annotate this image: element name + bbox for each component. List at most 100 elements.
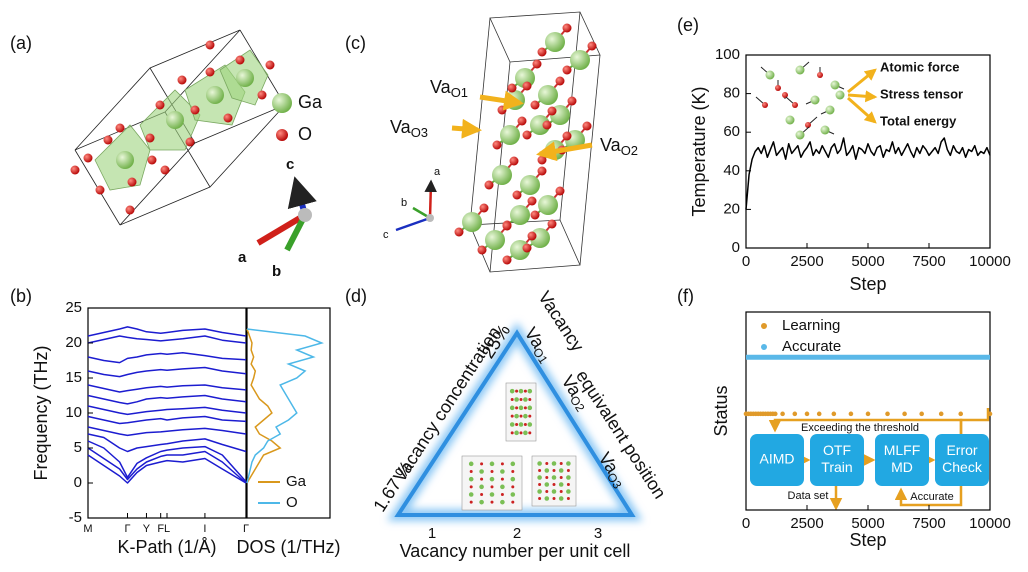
o-atom	[519, 398, 523, 401]
line-series	[87, 335, 247, 344]
ga-atom	[510, 476, 516, 482]
bottom-title: Vacancy number per unit cell	[400, 541, 631, 561]
ga-atom	[509, 388, 515, 394]
vacancy-sub: O2	[621, 143, 638, 158]
o-atom	[542, 120, 552, 130]
x-tick-label: 0	[742, 515, 750, 532]
o-atom	[492, 140, 502, 150]
o-atom	[817, 72, 823, 78]
flow-box-label: Check	[942, 459, 983, 475]
o-atom	[805, 122, 811, 128]
ga-atom	[551, 461, 557, 466]
flow-box	[875, 434, 929, 486]
o-atom	[517, 116, 527, 126]
ga-atom	[514, 430, 519, 436]
x-tick-label: 7500	[912, 253, 945, 270]
ga-atom	[820, 125, 830, 135]
legend-swatch	[761, 323, 767, 329]
o-atom	[545, 476, 549, 479]
o-atom	[500, 462, 504, 466]
o-atom	[490, 500, 494, 504]
ga-atom	[765, 70, 775, 80]
ga-atom	[538, 195, 558, 215]
learning-point	[902, 411, 907, 417]
o-atom	[527, 231, 537, 241]
ga-atom	[558, 468, 564, 473]
ga-atom	[468, 492, 474, 497]
o-atom	[510, 414, 514, 418]
learning-point	[772, 411, 778, 417]
ga-atom	[566, 475, 571, 480]
o-atom	[528, 431, 532, 435]
oxygen-atom	[145, 133, 155, 143]
vacancy-label: VaO3	[390, 117, 428, 141]
oxygen-atom	[185, 137, 195, 147]
triangle	[394, 329, 636, 517]
o-atom	[547, 106, 557, 116]
o-atom	[552, 497, 556, 500]
ga-atom	[558, 496, 564, 501]
annotation: Total energy	[880, 113, 957, 128]
vacancy-arrows	[451, 118, 482, 139]
bottom-tick: 2	[513, 525, 521, 542]
flow-connectors	[894, 486, 963, 507]
plot-frame	[246, 307, 331, 519]
vacancy-base: Va	[600, 135, 622, 155]
ga-atom	[537, 489, 542, 494]
y-tick-label: 80	[723, 85, 740, 102]
o-atom	[527, 196, 537, 206]
o-atom	[566, 483, 570, 486]
ga-atom	[544, 496, 550, 501]
ga-atom	[489, 476, 495, 482]
y-tick-label: 0	[732, 239, 740, 256]
o-atom	[762, 102, 768, 108]
o-atom	[555, 186, 565, 196]
line-series	[87, 352, 247, 364]
o-atom	[510, 431, 514, 435]
flow-label: Data set	[788, 490, 829, 502]
o-atom	[538, 483, 542, 486]
y-tick-label: 25	[65, 299, 82, 316]
o-atom	[479, 203, 489, 213]
oxygen-atom	[205, 67, 215, 77]
ga-atom	[510, 461, 516, 467]
vacancy-sub: O3	[411, 125, 428, 140]
x-tick-label: 0	[742, 253, 750, 270]
ga-atom	[500, 499, 505, 505]
y-tick-label: 0	[74, 474, 82, 491]
oxygen-atom	[235, 55, 245, 65]
ga-atom	[530, 115, 550, 135]
o-atom	[523, 423, 527, 426]
oxygen-atom	[190, 105, 200, 115]
flow-box-label: MLFF	[884, 442, 921, 458]
line-series	[745, 137, 991, 210]
oxygen-atom	[205, 40, 215, 50]
o-atom	[523, 406, 527, 410]
vacancy-label: VaO2	[600, 135, 638, 159]
octahedra	[206, 86, 224, 104]
crystal-structure-c	[559, 11, 581, 221]
axes-triad-c	[395, 216, 431, 232]
o-atom	[511, 470, 515, 473]
ga-atom	[492, 165, 512, 185]
x-tick-label: Γ	[243, 523, 249, 535]
oxygen-atom	[265, 60, 275, 70]
x-tick-label: 5000	[851, 515, 884, 532]
inset-arrows	[847, 68, 877, 94]
x-tick-label: 10000	[969, 253, 1011, 270]
o-atom	[528, 414, 532, 418]
o-atom	[545, 490, 549, 493]
panel-label: (e)	[677, 15, 699, 35]
learning-point	[780, 411, 785, 417]
ga-atom	[527, 388, 533, 394]
o-atom	[559, 490, 563, 493]
legend-label: Ga	[286, 473, 307, 490]
x-tick-label: Y	[143, 523, 151, 535]
o-atom	[562, 131, 572, 141]
flow-box-label: Train	[821, 459, 852, 475]
o-atom	[587, 41, 597, 51]
y-tick-label: 20	[723, 200, 740, 217]
o-atom	[567, 96, 577, 106]
line-series	[87, 433, 247, 453]
o-atom	[538, 497, 542, 500]
